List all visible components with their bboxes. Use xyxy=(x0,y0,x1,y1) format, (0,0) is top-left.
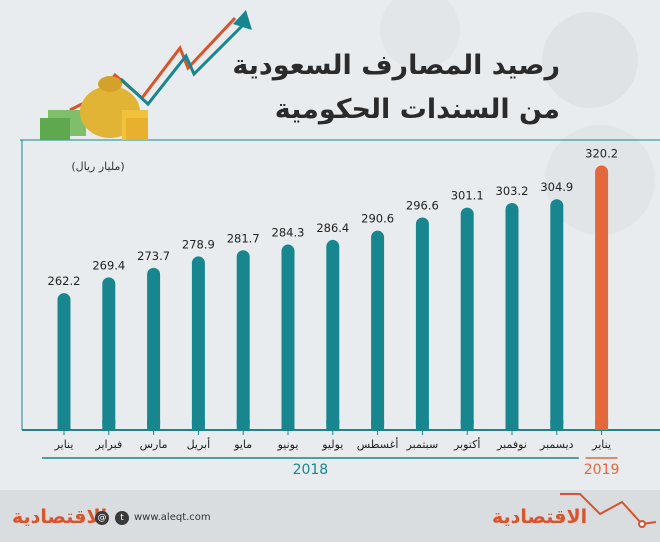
chart-title-line2: من السندات الحكومية xyxy=(274,94,560,125)
unit-label: (مليار ريال) xyxy=(71,160,125,173)
bar-value-label: 304.9 xyxy=(540,180,573,194)
bar-base xyxy=(595,420,609,430)
newspaper-logo: الاقتصادية xyxy=(12,506,108,528)
bar-base xyxy=(371,420,385,430)
x-tick-label: سبتمبر xyxy=(406,438,439,451)
x-tick-label: أغسطس xyxy=(357,437,399,451)
footer-bar xyxy=(0,490,660,542)
arrow-head xyxy=(233,10,252,30)
bar-base xyxy=(415,420,429,430)
x-tick-label: أبريل xyxy=(187,437,211,451)
bar xyxy=(415,217,429,430)
bar-base xyxy=(550,420,564,430)
bar-value-label: 320.2 xyxy=(585,147,618,161)
bar xyxy=(460,207,474,430)
bar xyxy=(326,239,340,430)
bar xyxy=(102,277,116,430)
bar xyxy=(371,230,385,430)
bar-value-label: 281.7 xyxy=(227,231,260,245)
bar-base xyxy=(505,420,519,430)
x-tick-label: مايو xyxy=(233,438,252,451)
x-tick-label: يوليو xyxy=(321,438,343,451)
x-tick-label: فبراير xyxy=(94,438,122,451)
website-link[interactable]: www.aleqt.com xyxy=(134,512,211,523)
social-icon: @ xyxy=(95,511,109,525)
chart-title-line1: رصيد المصارف السعودية xyxy=(232,50,560,81)
year-label: 2019 xyxy=(584,462,620,478)
bar-base xyxy=(281,420,295,430)
bar-value-label: 284.3 xyxy=(272,226,305,240)
bar-value-label: 301.1 xyxy=(451,189,484,203)
bar-value-label: 286.4 xyxy=(316,221,349,235)
x-tick-label: يناير xyxy=(54,438,74,451)
bar-value-label: 273.7 xyxy=(137,249,170,263)
x-tick-label: يونيو xyxy=(277,438,299,451)
bar-base xyxy=(147,420,161,430)
bar-value-label: 278.9 xyxy=(182,237,215,251)
x-tick-label: نوفمبر xyxy=(496,438,527,451)
bar xyxy=(505,202,519,430)
bar-value-label: 296.6 xyxy=(406,198,439,212)
bar-base xyxy=(57,420,71,430)
money-bag-icon xyxy=(40,10,252,140)
bar-value-label: 303.2 xyxy=(496,184,529,198)
bar-base xyxy=(191,420,205,430)
x-tick-label: مارس xyxy=(140,438,168,451)
bar-value-label: 290.6 xyxy=(361,212,394,226)
twitter-icon: t xyxy=(115,511,129,525)
newspaper-logo-right: الاقتصادية xyxy=(492,506,588,528)
bar-base xyxy=(460,420,474,430)
bar xyxy=(191,256,205,430)
bar-base xyxy=(102,420,116,430)
x-tick-label: يناير xyxy=(591,438,611,451)
bar-base xyxy=(326,420,340,430)
bar-chart: 262.2 يناير 269.4 فبراير 273.7 مارس 278.9 أبريل… xyxy=(21,140,660,478)
bar xyxy=(236,250,250,430)
bar xyxy=(147,267,161,430)
bar-base xyxy=(236,420,250,430)
bar xyxy=(57,293,71,430)
x-tick-label: ديسمبر xyxy=(539,438,574,451)
bar xyxy=(281,244,295,430)
footer-trend-line xyxy=(560,493,657,528)
x-tick-label: أكتوبر xyxy=(453,437,480,451)
bar-value-label: 269.4 xyxy=(92,258,125,272)
bar-value-label: 262.2 xyxy=(48,274,81,288)
year-label: 2018 xyxy=(293,462,329,478)
bar xyxy=(550,199,564,430)
bar xyxy=(595,165,609,430)
